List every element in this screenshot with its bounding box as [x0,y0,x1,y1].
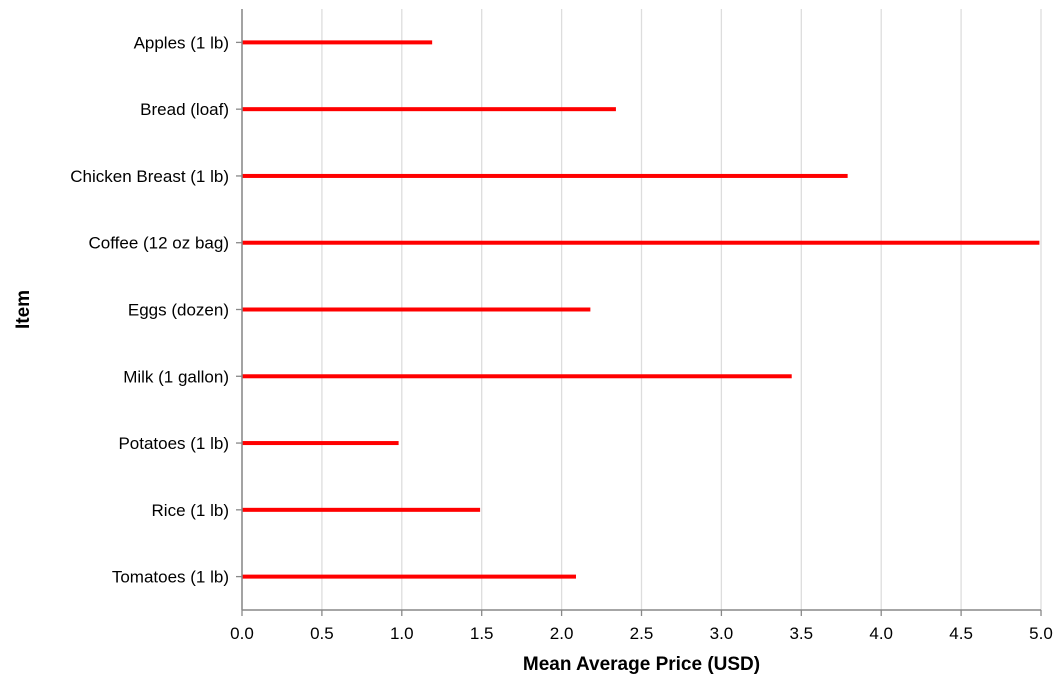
x-axis-title: Mean Average Price (USD) [523,654,760,675]
x-tick-label: 2.0 [550,624,574,643]
bar [242,507,481,512]
axes [236,9,1042,616]
bar [242,107,616,112]
x-tick-label: 3.5 [789,624,813,643]
bar [242,240,1040,245]
y-tick-label: Potatoes (1 lb) [118,434,229,453]
bar [242,173,848,178]
x-tick-label: 2.5 [630,624,654,643]
y-tick-label: Milk (1 gallon) [123,367,229,386]
x-tick-label: 5.0 [1029,624,1053,643]
bar [242,307,591,312]
bars [242,40,1040,579]
y-tick-label: Chicken Breast (1 lb) [70,167,229,186]
x-tick-label: 0.5 [310,624,334,643]
y-tick-label: Eggs (dozen) [128,301,229,320]
x-tick-label: 0.0 [230,624,254,643]
x-tick-label: 3.0 [710,624,734,643]
bar [242,574,576,579]
x-tick-label: 4.0 [869,624,893,643]
y-axis-title: Item [13,290,34,329]
tick-labels: 0.0 0.5 1.0 1.5 2.0 2.5 3.0 3.5 4.0 4.5 5.0 Apples … [70,33,1053,643]
bar [242,374,792,379]
x-tick-label: 1.5 [470,624,494,643]
y-tick-label: Rice (1 lb) [152,501,229,520]
x-tick-label: 4.5 [949,624,973,643]
y-tick-label: Bread (loaf) [140,100,229,119]
y-tick-label: Tomatoes (1 lb) [112,568,229,587]
bar [242,40,433,45]
y-tick-label: Coffee (12 oz bag) [89,234,230,253]
x-tick-label: 1.0 [390,624,414,643]
y-tick-label: Apples (1 lb) [134,33,229,52]
bar [242,441,399,446]
